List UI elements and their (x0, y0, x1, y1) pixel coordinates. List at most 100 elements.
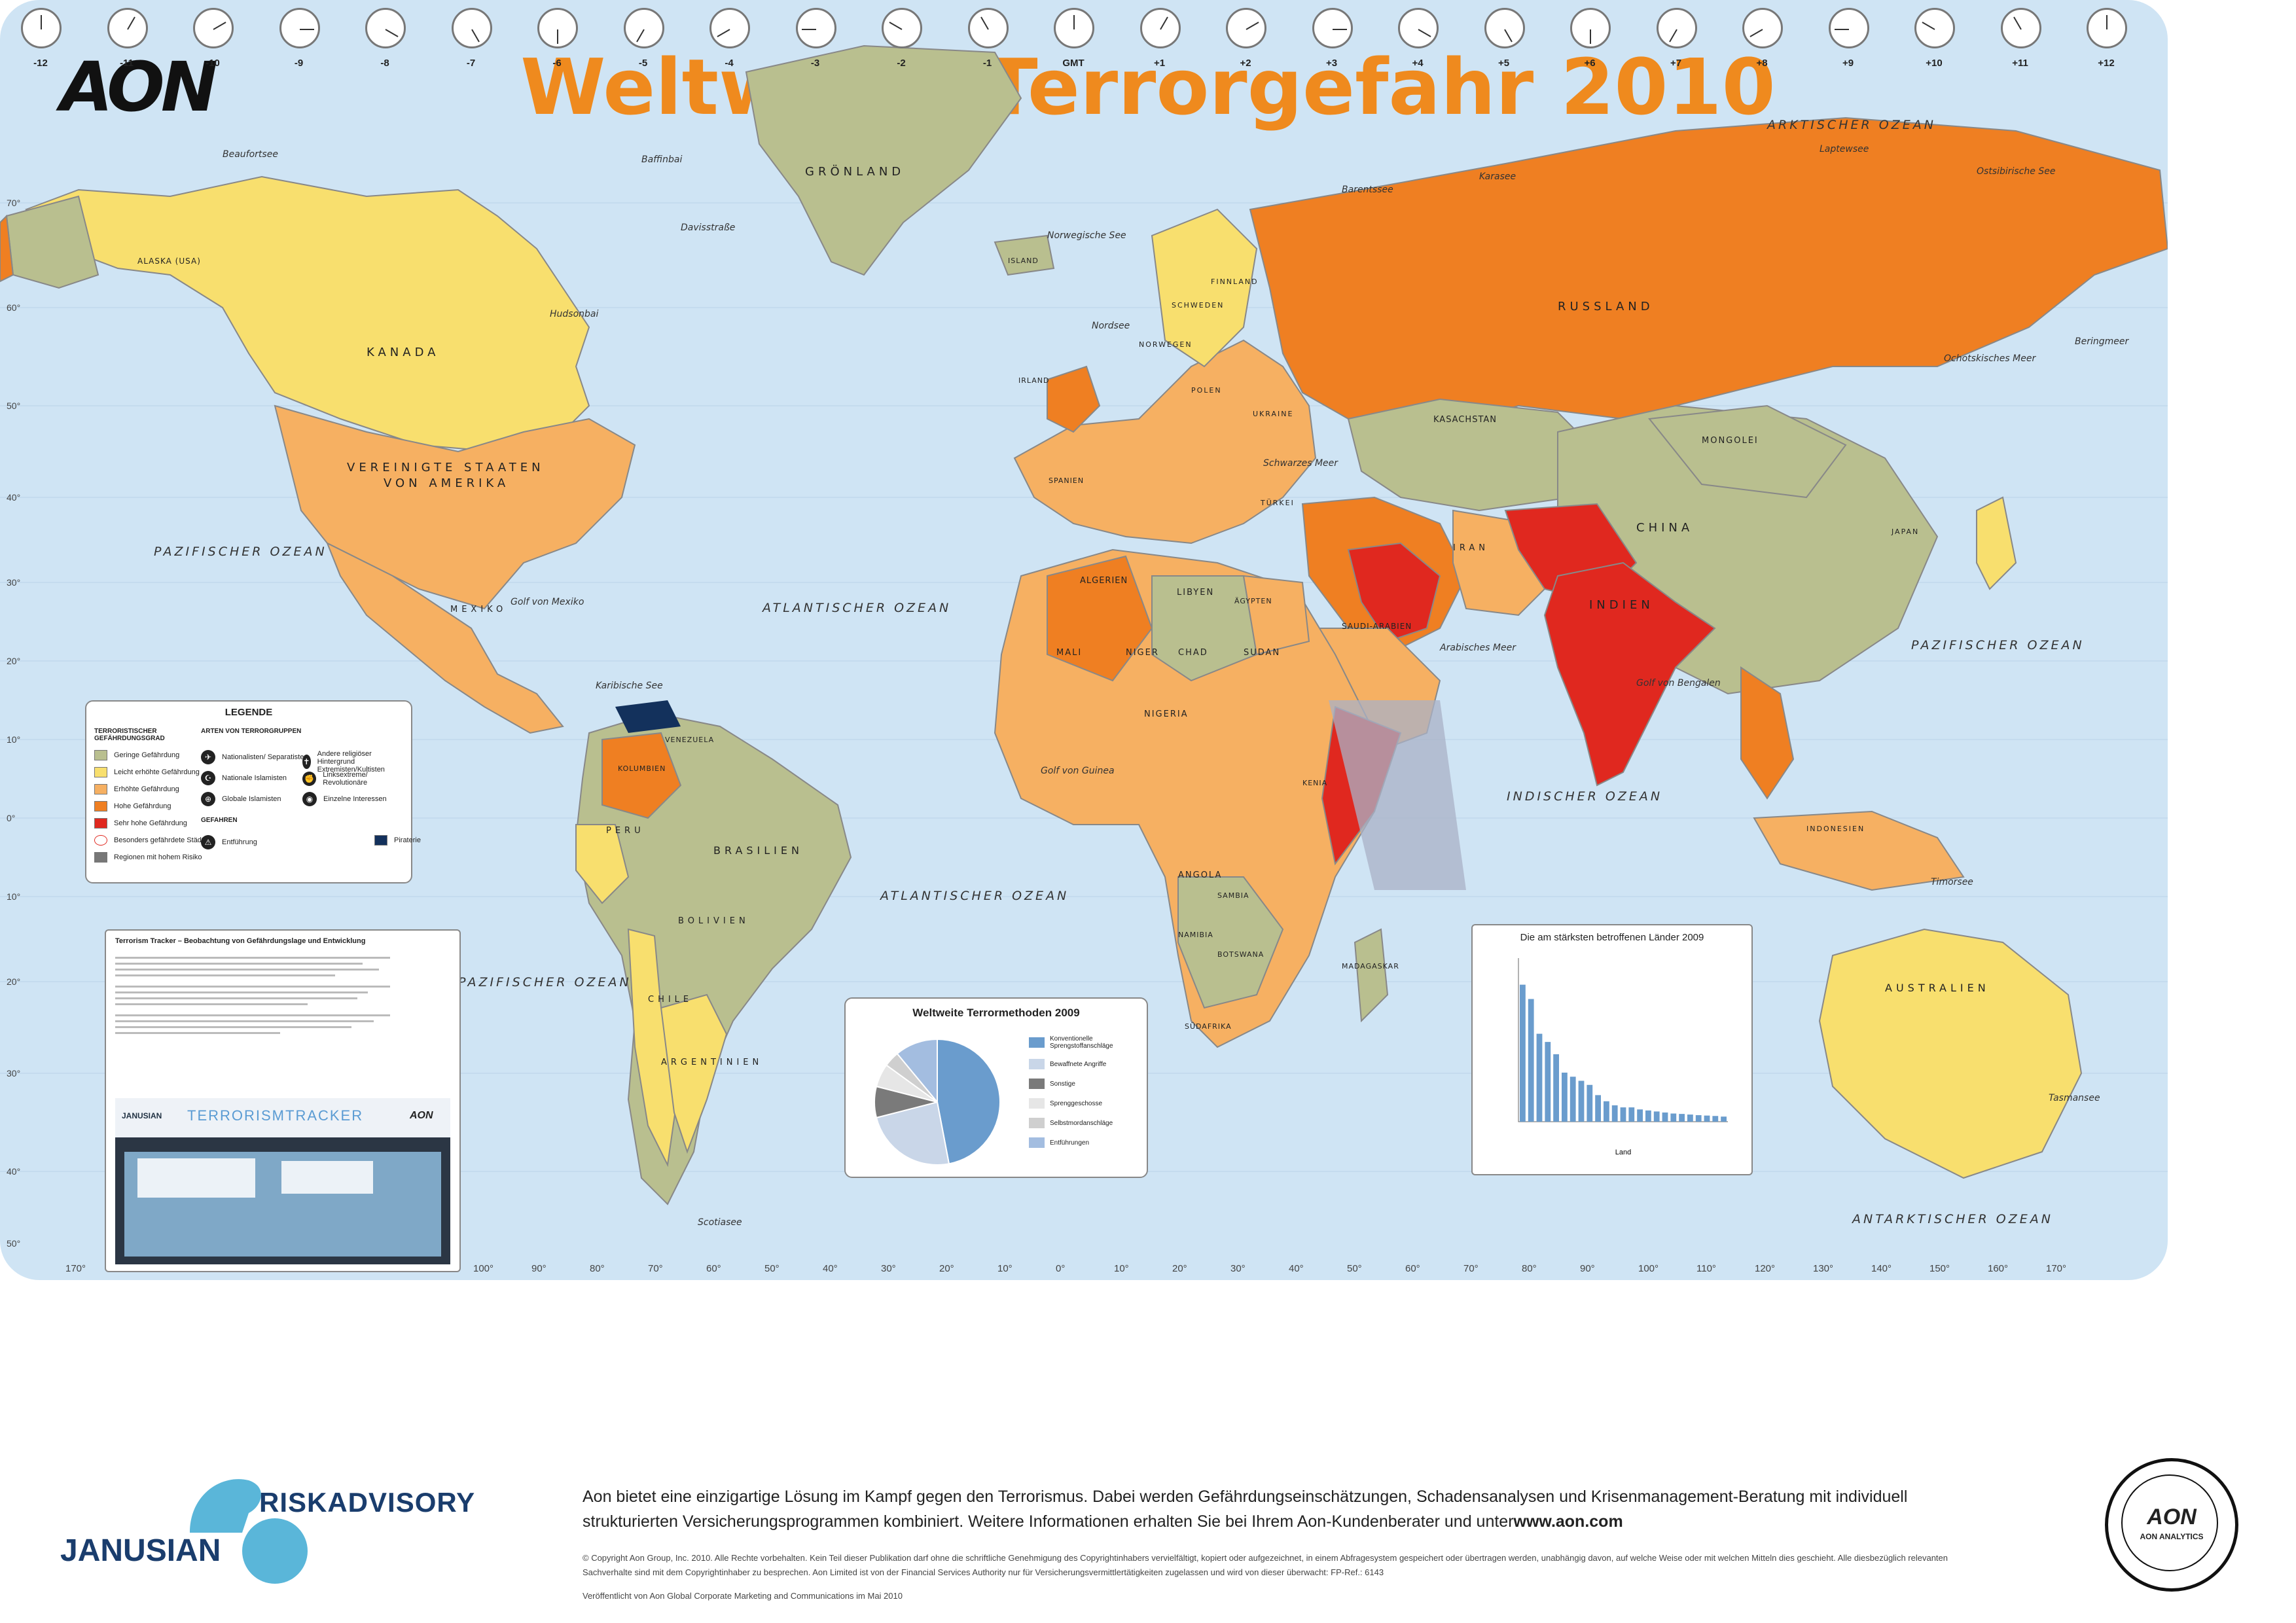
pie-legend-item: Sonstige (1029, 1079, 1140, 1089)
pie-slice (937, 1038, 1001, 1165)
country-label-kenya: KENIA (1302, 779, 1328, 787)
country-label-southafrica: SÜDAFRIKA (1185, 1022, 1232, 1031)
country-label-kazakhstan: KASACHSTAN (1433, 415, 1498, 425)
pie-slice (896, 1038, 938, 1104)
bar (1662, 1112, 1668, 1122)
footer-url[interactable]: www.aon.com (1513, 1512, 1623, 1531)
kidnap-icon: ⚠ (201, 835, 215, 849)
europe-shape (1013, 339, 1317, 544)
timezone-clock: +6 (1570, 8, 1611, 69)
bar (1721, 1116, 1727, 1122)
country-label-usa1: VEREINIGTE STAATEN (347, 461, 545, 474)
pie-chart-panel: Weltweite Terrormethoden 2009 Konvention… (844, 997, 1148, 1178)
iceland-shape (994, 234, 1055, 276)
bar (1611, 1105, 1618, 1122)
latitude-label: 40° (7, 1166, 21, 1177)
timezone-clock: -10 (193, 8, 234, 69)
timezone-label: +5 (1498, 58, 1510, 69)
australia-shape (1818, 928, 2083, 1179)
aon-analytics-seal: AON AON ANALYTICS (2105, 1458, 2238, 1592)
greenland-shape (745, 45, 1022, 276)
bar (1562, 1073, 1568, 1122)
pie-chart (874, 1038, 1001, 1166)
country-label-china: CHINA (1636, 521, 1694, 535)
bar (1637, 1109, 1643, 1122)
bar-chart: Land (1518, 958, 1728, 1156)
longitude-label: 30° (881, 1263, 896, 1274)
longitude-label: 100° (473, 1263, 494, 1274)
clock-icon (1828, 8, 1869, 48)
janusian-logo (242, 1518, 308, 1584)
timezone-clock: -6 (537, 8, 578, 69)
country-label-japan: JAPAN (1892, 527, 1920, 536)
country-label-greenland: GRÖNLAND (805, 165, 905, 179)
egypt-shape (1242, 575, 1310, 656)
legend-group-national-islamists: ☪ Nationale Islamisten (201, 771, 287, 785)
timezone-label: +11 (2012, 58, 2028, 69)
clock-icon (1656, 8, 1697, 48)
bar (1628, 1107, 1635, 1122)
ocean-label-atlantic-s: ATLANTISCHER OZEAN (880, 889, 1069, 903)
clock-icon (967, 8, 1009, 48)
pie-legend-item: Konventionelle Sprengstoffanschläge (1029, 1035, 1140, 1050)
bar (1704, 1115, 1710, 1122)
bar (1528, 999, 1534, 1122)
timezone-clock: +8 (1742, 8, 1783, 69)
country-label-nigeria: NIGERIA (1144, 709, 1189, 719)
pie-legend-item: Sprenggeschosse (1029, 1098, 1140, 1109)
timezone-clock: -8 (365, 8, 406, 69)
timezone-clock: +9 (1828, 8, 1869, 69)
tracker-header: JANUSIAN TERRORISMTRACKER AON (115, 1098, 450, 1137)
timezone-clock: +1 (1139, 8, 1181, 69)
scandinavia-shape (1151, 208, 1258, 368)
longitude-label: 70° (1463, 1263, 1479, 1274)
timezone-label: GMT (1062, 58, 1085, 69)
legend-hazards-title: GEFAHREN (201, 817, 238, 824)
pie-legend: Konventionelle Sprengstoffanschläge Bewaf… (1029, 1035, 1140, 1157)
bar (1553, 1054, 1559, 1122)
country-label-canada: KANADA (367, 346, 440, 359)
bar-chart-title: Die am stärksten betroffenen Länder 2009 (1520, 932, 1704, 943)
country-label-mali: MALI (1056, 648, 1083, 658)
mongolia-shape (1648, 404, 1847, 499)
timezone-clock: +3 (1312, 8, 1353, 69)
russia-shape (1249, 116, 2168, 433)
longitude-label: 90° (531, 1263, 547, 1274)
timezone-label: -6 (552, 58, 562, 69)
clock-icon (709, 8, 750, 48)
nationalist-icon: ✈ (201, 750, 215, 764)
timezone-label: +4 (1412, 58, 1424, 69)
timezone-label: -12 (33, 58, 48, 69)
longitude-label: 10° (1114, 1263, 1129, 1274)
bar (1536, 1033, 1543, 1122)
bar (1645, 1110, 1651, 1122)
sea-label-bengal: Golf von Bengalen (1636, 678, 1721, 688)
southern-africa-shape (1177, 876, 1284, 1009)
timezone-clock: -2 (882, 8, 922, 69)
timezone-clock: +11 (2000, 8, 2041, 69)
legend-threat-title: TERRORISTISCHER GEFÄHRDUNGSGRAD (94, 728, 165, 742)
country-label-mexico: MEXIKO (450, 605, 507, 615)
country-label-niger: NIGER (1126, 648, 1159, 658)
argentina-shape (660, 993, 728, 1154)
pie-slice (875, 1101, 950, 1166)
timezone-label: +2 (1240, 58, 1251, 69)
latitude-label: 60° (7, 302, 21, 313)
latitude-label: 40° (7, 492, 21, 503)
country-label-india: INDIEN (1589, 598, 1654, 612)
longitude-label: 70° (648, 1263, 663, 1274)
sea-label-black: Schwarzes Meer (1263, 458, 1338, 469)
timezone-clock: +7 (1656, 8, 1697, 69)
tracker-map-preview (124, 1152, 441, 1257)
tracker-text-block (115, 953, 390, 1038)
country-label-zambia: SAMBIA (1217, 891, 1249, 900)
timezone-label: -11 (120, 58, 134, 69)
sea-label-davis: Davisstraße (681, 223, 736, 233)
longitude-label: 0° (1056, 1263, 1066, 1274)
longitude-label: 80° (1522, 1263, 1537, 1274)
ocean-label-indian: INDISCHER OZEAN (1507, 789, 1663, 804)
canada-shape (25, 175, 590, 453)
country-label-colombia: KOLUMBIEN (618, 764, 666, 773)
longitude-label: 140° (1871, 1263, 1892, 1274)
clock-icon (1139, 8, 1181, 48)
